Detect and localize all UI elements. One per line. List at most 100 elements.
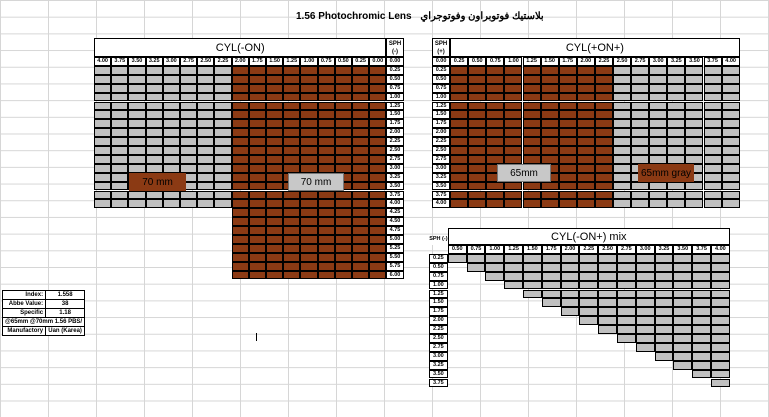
grid-cell [94, 190, 112, 200]
grid-cell [667, 128, 686, 138]
grid-cell [352, 137, 370, 146]
grid-cell [317, 217, 335, 227]
grid-cell [352, 243, 370, 253]
grid-cell [180, 154, 198, 164]
grid-cell [635, 298, 655, 308]
grid-cell [685, 190, 704, 200]
grid-cell [523, 271, 542, 281]
grid-cell [654, 280, 674, 290]
grid-cell [283, 119, 301, 129]
grid-cell [721, 137, 740, 146]
grid-cell [369, 243, 387, 253]
grid-cell [631, 65, 650, 75]
grid-cell [352, 252, 370, 262]
grid-cell [352, 92, 370, 102]
grid-cell [111, 92, 129, 102]
grid-cell [352, 154, 370, 164]
grid-cell [180, 74, 198, 84]
grid-cell [558, 199, 577, 209]
grid-cell [635, 280, 655, 290]
grid-cell [231, 226, 249, 235]
grid-cell [180, 65, 198, 75]
grid-cell [369, 146, 387, 155]
info-row: Specific 1.18 [1, 308, 86, 318]
sph-value: 1.00 [432, 92, 451, 102]
grid-cell [111, 163, 129, 173]
sph-value: 2.75 [432, 154, 451, 164]
sph-value: 2.25 [432, 137, 451, 146]
grid-cell [369, 137, 387, 146]
grid-cell [673, 351, 693, 361]
grid-cell [594, 137, 613, 146]
grid-cell [266, 83, 284, 93]
grid-cell [673, 253, 693, 263]
grid-cell [317, 92, 335, 102]
grid-cell [197, 199, 215, 209]
grid-cell [231, 137, 249, 146]
grid-cell [248, 199, 266, 209]
grid-cell [450, 110, 469, 120]
grid-cell [721, 146, 740, 155]
grid-cell [617, 253, 636, 263]
grid-cell [266, 190, 284, 200]
grid-cell [468, 92, 487, 102]
grid-cell [197, 128, 215, 138]
grid-cell [649, 128, 668, 138]
grid-cell [468, 83, 487, 93]
info-row: Index: 1.558 [1, 290, 86, 300]
grid-cell [635, 307, 655, 317]
grid-cell [317, 137, 335, 146]
grid-cell [504, 280, 523, 290]
grid-cell [598, 307, 617, 317]
grid-cell [214, 137, 232, 146]
grid-cell [283, 261, 301, 271]
grid-cell [128, 83, 146, 93]
grid-cell [352, 235, 370, 244]
grid-cell [197, 154, 215, 164]
grid-cell [579, 262, 599, 272]
grid-cell [703, 137, 722, 146]
col-header: 3.75 [692, 245, 711, 254]
grid-cell [667, 181, 686, 191]
grid-cell [617, 307, 636, 317]
grid-cell [654, 262, 674, 272]
grid-cell [613, 65, 632, 75]
grid-cell [352, 83, 370, 93]
sph-value: 2.25 [429, 325, 448, 334]
text-cursor [256, 333, 257, 341]
sph-value: 3.50 [429, 369, 448, 379]
grid-cell [649, 181, 668, 191]
grid-cell [703, 74, 722, 84]
grid-cell [540, 92, 559, 102]
grid-cell [266, 128, 284, 138]
grid-cell [631, 137, 650, 146]
grid-cell [522, 199, 541, 209]
sph-value: 5.50 [386, 252, 404, 262]
grid-cell [334, 163, 352, 173]
grid-cell [334, 119, 352, 129]
sph-value: 0.75 [429, 271, 448, 281]
grid-cell [145, 199, 163, 209]
grid-cell [579, 298, 599, 308]
grid-cell [692, 298, 711, 308]
grid-cell [667, 101, 686, 111]
grid-cell [594, 74, 613, 84]
sph-value: 3.50 [386, 181, 404, 191]
grid-cell [468, 65, 487, 75]
grid-cell [283, 243, 301, 253]
grid-cell [692, 334, 711, 343]
grid-cell [248, 208, 266, 218]
grid-cell [685, 92, 704, 102]
grid-cell [369, 235, 387, 244]
grid-cell [231, 119, 249, 129]
info-row: Abbe Value: 38 [1, 299, 86, 309]
grid-cell [560, 298, 580, 308]
grid-cell [450, 181, 469, 191]
grid-cell [266, 119, 284, 129]
grid-cell [617, 298, 636, 308]
grid-cell [635, 316, 655, 326]
grid-cell [613, 83, 632, 93]
grid-cell [334, 235, 352, 244]
grid-cell [692, 307, 711, 317]
grid-cell [486, 146, 505, 155]
